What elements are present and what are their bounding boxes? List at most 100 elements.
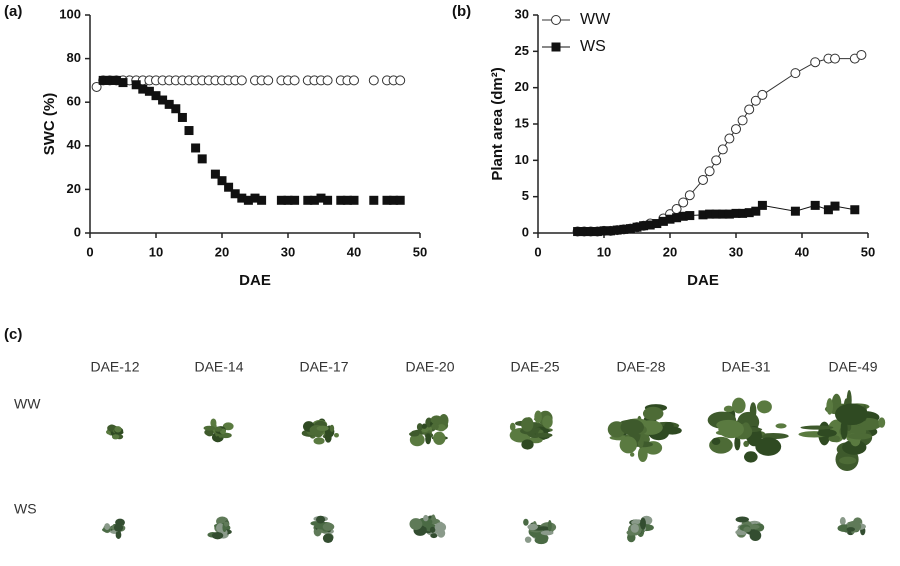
leaf (436, 424, 446, 432)
plant-photo (301, 418, 339, 445)
point (322, 75, 333, 86)
panel-label: (b) (452, 3, 471, 20)
point (573, 227, 583, 237)
column-label: DAE-20 (405, 359, 454, 375)
point (158, 95, 168, 105)
leaf (846, 527, 856, 532)
x-tick-label: 50 (413, 244, 427, 259)
x-tick-label: 50 (861, 244, 875, 259)
point (230, 189, 240, 199)
point (395, 195, 405, 205)
leaf (316, 515, 326, 524)
point (684, 190, 695, 201)
leaf (111, 434, 120, 440)
point (810, 57, 821, 68)
leaf (316, 425, 329, 432)
point (645, 220, 655, 230)
leaf (216, 523, 225, 533)
point (685, 211, 695, 221)
point (711, 155, 722, 166)
leaf (642, 406, 664, 421)
leaf (775, 423, 787, 429)
plant-photo (105, 424, 124, 440)
point (790, 68, 801, 79)
leaf (817, 429, 837, 437)
leaf (409, 431, 420, 437)
leaf (524, 536, 532, 543)
plant-photo (837, 516, 866, 536)
y-tick-label: 15 (515, 115, 529, 130)
leaf (409, 433, 425, 447)
leaf (416, 423, 423, 431)
plant-photo (409, 514, 447, 539)
point (177, 112, 187, 122)
x-tick-label: 20 (215, 244, 229, 259)
column-label: DAE-25 (510, 359, 559, 375)
leaf (734, 435, 741, 451)
leaf (210, 418, 217, 428)
y-tick-label: 25 (515, 43, 529, 58)
leaf (630, 452, 635, 457)
point (751, 206, 761, 216)
leaf (523, 518, 529, 526)
point (632, 222, 642, 232)
y-tick-label: 20 (67, 181, 81, 196)
point (395, 75, 406, 86)
leaf (431, 423, 439, 430)
legend-marker (551, 42, 561, 52)
point (665, 214, 675, 224)
leaf (755, 437, 782, 456)
point (625, 224, 635, 234)
y-tick-label: 60 (67, 94, 81, 109)
point (718, 209, 728, 219)
leaf (322, 522, 335, 531)
leaf (757, 400, 772, 414)
x-tick-label: 40 (795, 244, 809, 259)
point (151, 91, 161, 101)
leaf (732, 397, 746, 414)
plant-photo (626, 515, 654, 543)
point (579, 227, 589, 237)
point (276, 195, 286, 205)
plant-photo (409, 413, 449, 447)
point (705, 209, 715, 219)
y-tick-label: 80 (67, 50, 81, 65)
legend-label: WS (580, 38, 606, 55)
point (283, 195, 293, 205)
leaf (646, 517, 652, 523)
point (164, 99, 174, 109)
point (678, 211, 688, 221)
point (731, 124, 741, 135)
point (250, 193, 260, 203)
x-tick-label: 30 (729, 244, 743, 259)
point (652, 219, 662, 229)
leaf (547, 520, 552, 532)
y-tick-label: 40 (67, 137, 81, 152)
point (342, 195, 352, 205)
point (606, 226, 616, 236)
leaf (839, 456, 857, 465)
point (750, 95, 761, 106)
point (316, 193, 326, 203)
point (309, 195, 319, 205)
y-tick-label: 100 (59, 6, 81, 21)
point (349, 75, 359, 86)
point (619, 224, 629, 234)
leaf (211, 531, 224, 540)
point (217, 176, 227, 186)
leaf (215, 436, 220, 443)
plant-photo (203, 418, 234, 443)
leaf (718, 420, 744, 439)
point (98, 75, 108, 85)
point (303, 195, 313, 205)
plant-photo (607, 404, 682, 463)
leaf (749, 402, 757, 420)
point (210, 169, 220, 179)
point (289, 75, 300, 86)
leaf (223, 521, 230, 527)
x-axis-label: DAE (687, 272, 719, 289)
y-tick-label: 30 (515, 6, 529, 21)
x-tick-label: 10 (149, 244, 163, 259)
column-label: DAE-14 (194, 359, 243, 375)
leaf (828, 435, 840, 443)
